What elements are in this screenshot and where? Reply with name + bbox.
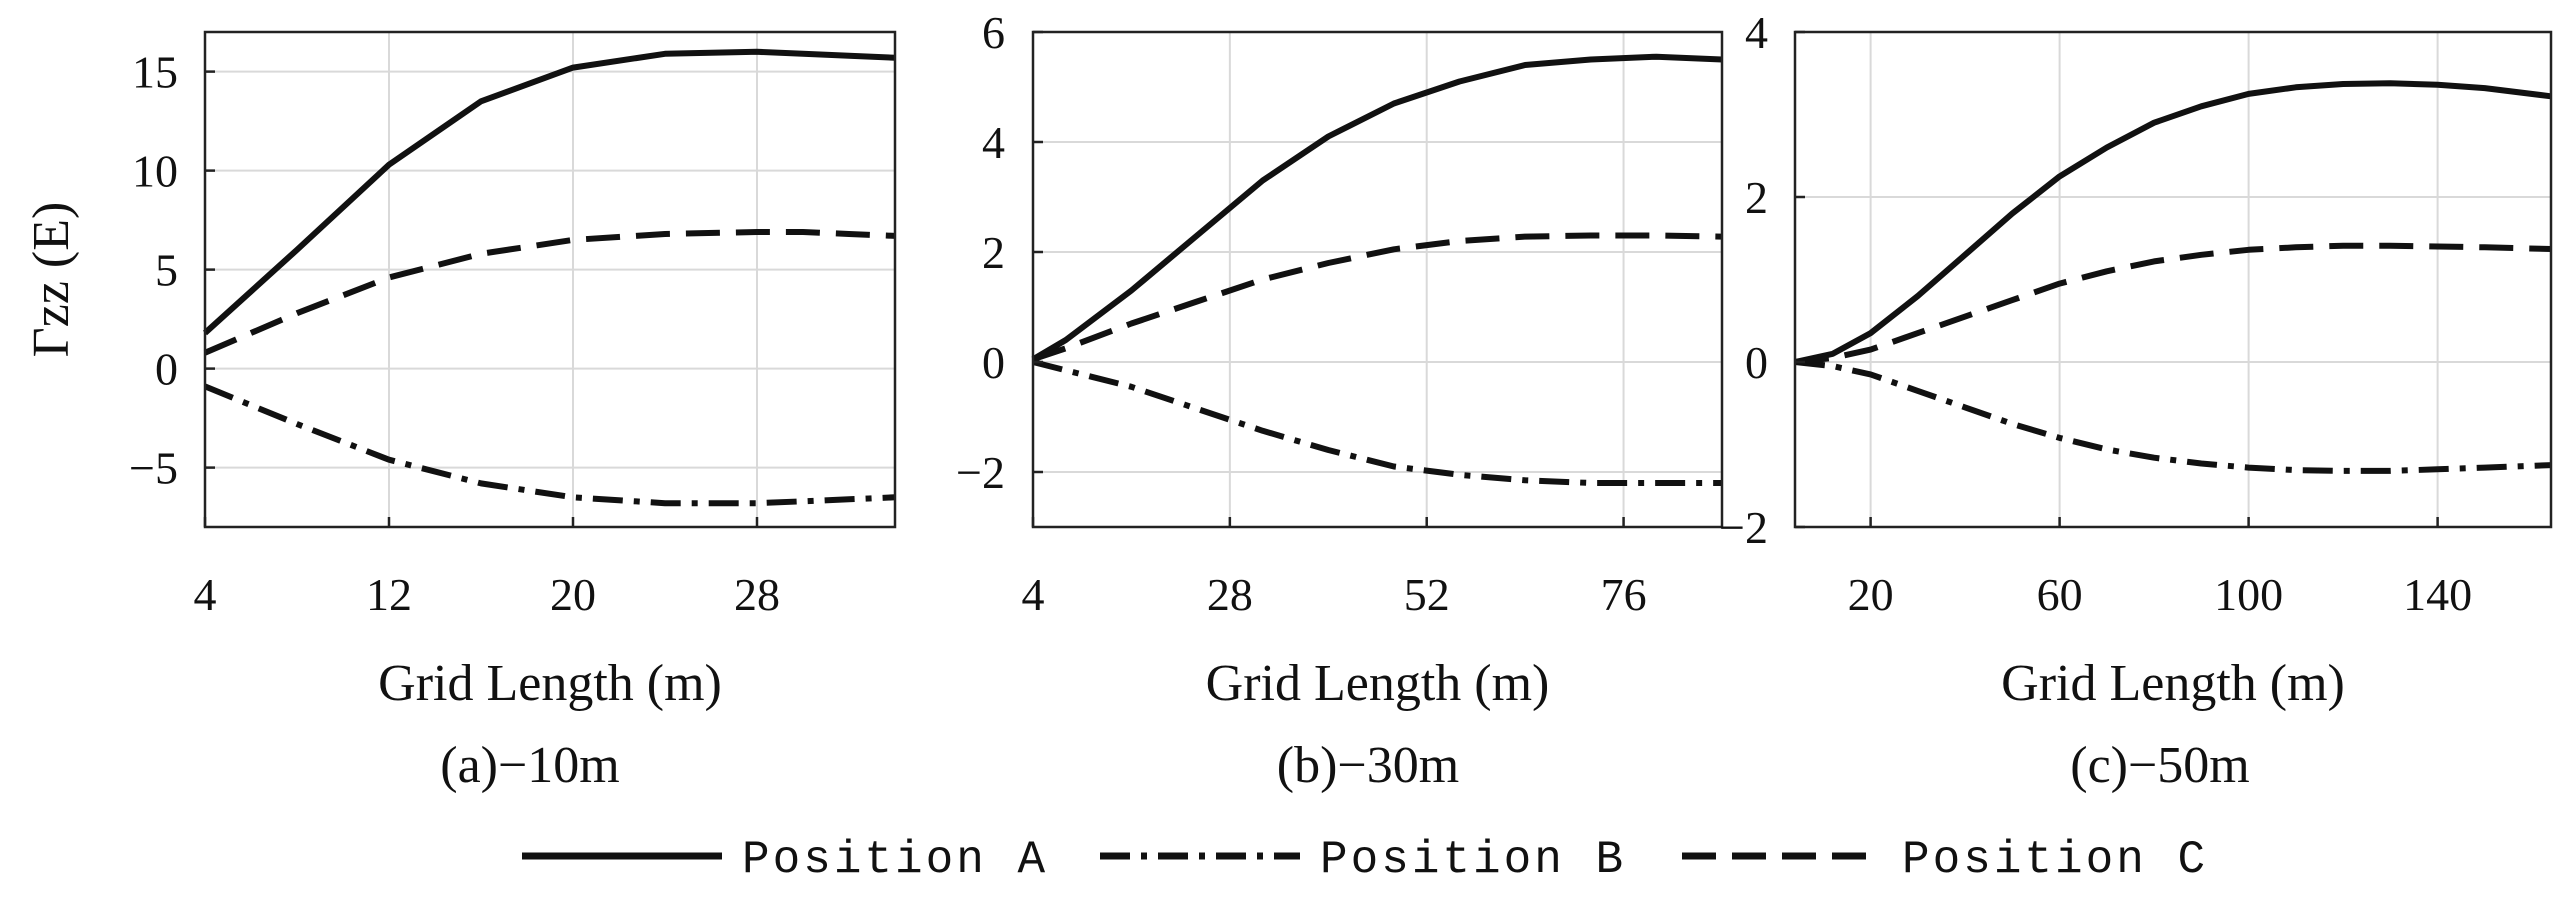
x-tick-label: 12 xyxy=(366,569,412,620)
plot-frame xyxy=(1793,30,2553,529)
x-tick-label: 100 xyxy=(2214,569,2283,620)
y-tick-label: 5 xyxy=(155,245,178,296)
legend: Position A Position B Position C xyxy=(522,834,2208,886)
y-tick-label: 2 xyxy=(1745,172,1768,223)
y-tick-label: 15 xyxy=(132,47,178,98)
series-line-position-a xyxy=(202,48,896,336)
y-tick-label: 0 xyxy=(1745,337,1768,388)
panel-caption: (c)−50m xyxy=(2070,737,2250,794)
panel-1: 4 12 20 28 −5 0 5 10 15 Grid Length (m) Γzz (E) (a)… xyxy=(23,30,897,794)
y-tick-label: 0 xyxy=(155,344,178,395)
legend-label: Position A xyxy=(742,834,1048,886)
y-tick-label: 10 xyxy=(132,146,178,197)
x-tick-label: 28 xyxy=(734,569,780,620)
series-line-position-c xyxy=(203,229,896,356)
series-line-position-b xyxy=(1794,359,2552,474)
x-axis-label: Grid Length (m) xyxy=(1206,655,1550,712)
x-tick-label: 20 xyxy=(1848,569,1894,620)
legend-label: Position B xyxy=(1320,834,1626,886)
panel-caption: (b)−30m xyxy=(1277,737,1459,794)
y-tick-label: 4 xyxy=(982,117,1005,168)
x-tick-label: 20 xyxy=(550,569,596,620)
plot-frame xyxy=(1031,30,1724,529)
x-tick-label: 52 xyxy=(1404,569,1450,620)
series-line-position-c xyxy=(1794,242,2552,365)
panel-3: 20 60 100 140 −2 0 2 4 Grid Length (m) (c)−50m xyxy=(1719,7,2553,794)
series-line-position-b xyxy=(1032,359,1722,486)
y-tick-label: −2 xyxy=(956,447,1005,498)
y-axis-label: Γzz (E) xyxy=(23,202,80,358)
y-tick-label: −5 xyxy=(129,443,178,494)
y-tick-label: 2 xyxy=(982,227,1005,278)
x-tick-label: 28 xyxy=(1207,569,1253,620)
plot-frame xyxy=(203,30,897,529)
y-tick-label: 0 xyxy=(982,337,1005,388)
series-line-position-b xyxy=(203,383,896,507)
series-line-position-a xyxy=(1794,80,2552,365)
x-tick-label: 60 xyxy=(2037,569,2083,620)
x-tick-label: 4 xyxy=(194,569,217,620)
x-axis-label: Grid Length (m) xyxy=(2001,655,2345,712)
x-tick-label: 76 xyxy=(1601,569,1647,620)
series-line-position-a xyxy=(1031,53,1723,362)
y-tick-label: 6 xyxy=(982,7,1005,58)
panel-caption: (a)−10m xyxy=(440,737,620,794)
x-tick-label: 4 xyxy=(1022,569,1045,620)
y-tick-label: 4 xyxy=(1745,7,1768,58)
x-axis-label: Grid Length (m) xyxy=(378,655,722,712)
series-line-position-c xyxy=(1032,232,1723,363)
panel-2: 4 28 52 76 −2 0 2 4 6 Grid Length (m) (b)−30m xyxy=(956,7,1724,794)
y-tick-label: −2 xyxy=(1719,502,1768,553)
legend-label: Position C xyxy=(1902,834,2208,886)
x-tick-label: 140 xyxy=(2403,569,2472,620)
